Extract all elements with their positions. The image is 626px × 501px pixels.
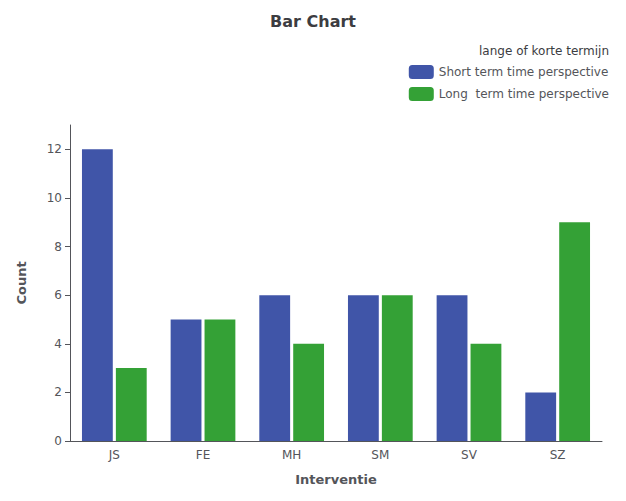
svg-text:SM: SM <box>371 448 389 462</box>
svg-text:JS: JS <box>108 448 120 462</box>
svg-text:Interventie: Interventie <box>295 472 377 487</box>
svg-text:8: 8 <box>54 240 62 254</box>
svg-text:lange of korte termijn: lange of korte termijn <box>479 44 609 58</box>
svg-text:2: 2 <box>54 385 62 399</box>
svg-text:Long term time perspective: Long term time perspective <box>439 87 609 101</box>
svg-text:FE: FE <box>196 448 210 462</box>
svg-text:10: 10 <box>47 191 62 205</box>
svg-text:Bar Chart: Bar Chart <box>270 12 356 31</box>
svg-text:SV: SV <box>461 448 478 462</box>
svg-text:MH: MH <box>282 448 301 462</box>
svg-text:SZ: SZ <box>550 448 566 462</box>
svg-text:0: 0 <box>54 434 62 448</box>
svg-text:Count: Count <box>14 261 29 304</box>
svg-text:6: 6 <box>54 288 62 302</box>
svg-text:4: 4 <box>54 337 62 351</box>
svg-text:Short term time perspective: Short term time perspective <box>439 65 609 79</box>
svg-text:12: 12 <box>47 142 62 156</box>
